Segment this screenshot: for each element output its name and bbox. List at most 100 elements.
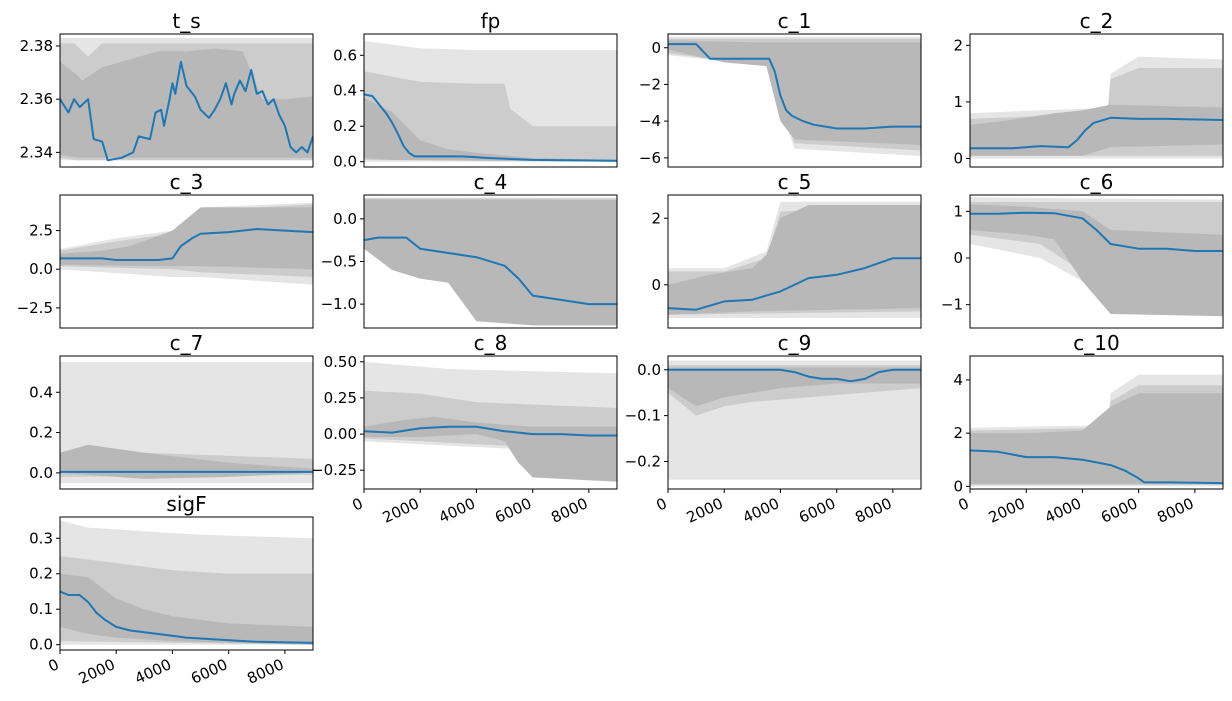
y-tick-label: −2.5	[17, 299, 53, 317]
x-tick-label: 0	[349, 494, 365, 514]
plot-area	[60, 38, 313, 162]
subplot-c_3: c_3 2.5 0.0 −2.5	[17, 170, 314, 329]
band-2	[60, 444, 313, 479]
y-tick-label: 0	[651, 276, 661, 294]
median-line	[668, 257, 921, 311]
subplot-sigF: sigF 0.3 0.2 0.1 0.00 2000 4000 6000 8000	[29, 492, 314, 688]
y-tick-label: 0.0	[333, 153, 357, 171]
x-tick-label: 0	[653, 494, 669, 514]
x-tick-label: 4000	[436, 494, 478, 526]
y-tick-label: 0.1	[29, 600, 53, 618]
subplot-title: c_9	[778, 331, 812, 355]
plot-area	[970, 374, 1223, 487]
subplot-c_9: c_9 0.0 −0.1 −0.2 0 2000 4000 6000 8000	[625, 331, 922, 527]
x-tick-label: 0	[45, 655, 61, 675]
plot-area	[364, 41, 617, 162]
y-tick-label: 1	[953, 202, 963, 220]
y-tick-label: 0	[651, 39, 661, 57]
y-tick-label: −1.0	[321, 295, 357, 313]
subplot-c_4: c_4 0.0 −0.5 −1.0	[321, 170, 618, 329]
y-tick-label: 0.2	[29, 424, 53, 442]
subplot-c_6: c_6 1 0 −1	[941, 170, 1224, 329]
band-2	[364, 416, 617, 482]
y-tick-label: −2	[639, 75, 661, 93]
y-tick-label: 2.38	[20, 37, 53, 55]
subplot-title: c_4	[474, 170, 508, 194]
y-tick-label: 0.4	[29, 383, 53, 401]
axes-frame	[969, 355, 1224, 490]
subplot-c_1: c_1 0 −2 −4 −6	[639, 9, 922, 168]
band-2	[970, 204, 1223, 317]
y-tick-label: 0.0	[637, 361, 661, 379]
y-tick-label: 0.4	[333, 82, 357, 100]
plot-area	[668, 360, 921, 480]
axes-frame	[59, 194, 314, 329]
y-tick-label: −0.5	[321, 253, 357, 271]
x-tick-label: 8000	[548, 494, 590, 526]
subplot-t_s: t_s 2.34 2.36 2.38	[20, 9, 314, 168]
x-tick-label: 4000	[1042, 494, 1084, 526]
subplot-c_2: c_2 0 1 2	[953, 9, 1224, 168]
axes-frame	[969, 33, 1224, 168]
band-2	[668, 40, 921, 145]
axes-frame	[59, 355, 314, 490]
y-tick-label: 2.36	[20, 90, 53, 108]
band-2	[364, 97, 617, 162]
subplot-title: c_10	[1073, 331, 1119, 355]
subplot-title: t_s	[172, 9, 200, 33]
y-tick-label: −0.1	[625, 407, 661, 425]
plot-area	[668, 201, 921, 318]
x-tick-label: 6000	[1098, 494, 1140, 526]
x-tick-label: 8000	[852, 494, 894, 526]
axes-frame	[667, 33, 922, 168]
y-tick-label: 0.25	[324, 389, 357, 407]
median-line	[970, 211, 1223, 252]
y-tick-label: 0.00	[324, 425, 357, 443]
x-tick-label: 2000	[380, 494, 422, 526]
x-tick-label: 8000	[244, 655, 286, 687]
y-tick-label: 0.2	[333, 117, 357, 135]
band-2	[668, 367, 921, 407]
subplot-title: fp	[481, 9, 501, 33]
subplot-title: c_5	[778, 170, 812, 194]
x-tick-label: 0	[955, 494, 971, 514]
axes-frame	[59, 516, 314, 651]
axes-frame	[363, 33, 618, 168]
median-line	[60, 60, 313, 162]
x-tick-label: 2000	[76, 655, 118, 687]
y-tick-label: 0.0	[29, 464, 53, 482]
median-line	[60, 228, 313, 261]
x-tick-label: 4000	[740, 494, 782, 526]
subplot-c_5: c_5 2 0	[651, 170, 922, 329]
axes-frame	[363, 355, 618, 490]
plot-area	[970, 197, 1223, 317]
axes-frame	[667, 194, 922, 329]
y-tick-label: 1	[953, 93, 963, 111]
axes-frame	[59, 33, 314, 168]
x-tick-label: 2000	[986, 494, 1028, 526]
subplot-title: c_3	[170, 170, 204, 194]
subplot-c_7: c_7 0.4 0.2 0.0	[29, 331, 314, 490]
median-line	[668, 43, 921, 130]
x-tick-label: 4000	[132, 655, 174, 687]
axes-frame	[969, 194, 1224, 329]
subplot-title: c_7	[170, 331, 204, 355]
x-tick-label: 6000	[492, 494, 534, 526]
subplot-c_10: c_10 4 2 00 2000 4000 6000 8000	[953, 331, 1224, 527]
y-tick-label: 0.2	[29, 565, 53, 583]
band-2	[970, 393, 1223, 484]
plot-area	[970, 56, 1223, 159]
x-tick-label: 8000	[1154, 494, 1196, 526]
plot-area	[60, 202, 313, 285]
y-tick-label: 0	[953, 477, 963, 495]
y-tick-label: 0.3	[29, 529, 53, 547]
subplot-fp: fp 0.0 0.2 0.4 0.6	[333, 9, 618, 171]
y-tick-label: 0.50	[324, 353, 357, 371]
plot-area	[364, 361, 617, 482]
median-line	[970, 116, 1223, 150]
y-tick-label: 2	[651, 209, 661, 227]
y-tick-label: 4	[953, 371, 963, 389]
plot-area	[668, 36, 921, 156]
subplot-title: c_2	[1080, 9, 1114, 33]
